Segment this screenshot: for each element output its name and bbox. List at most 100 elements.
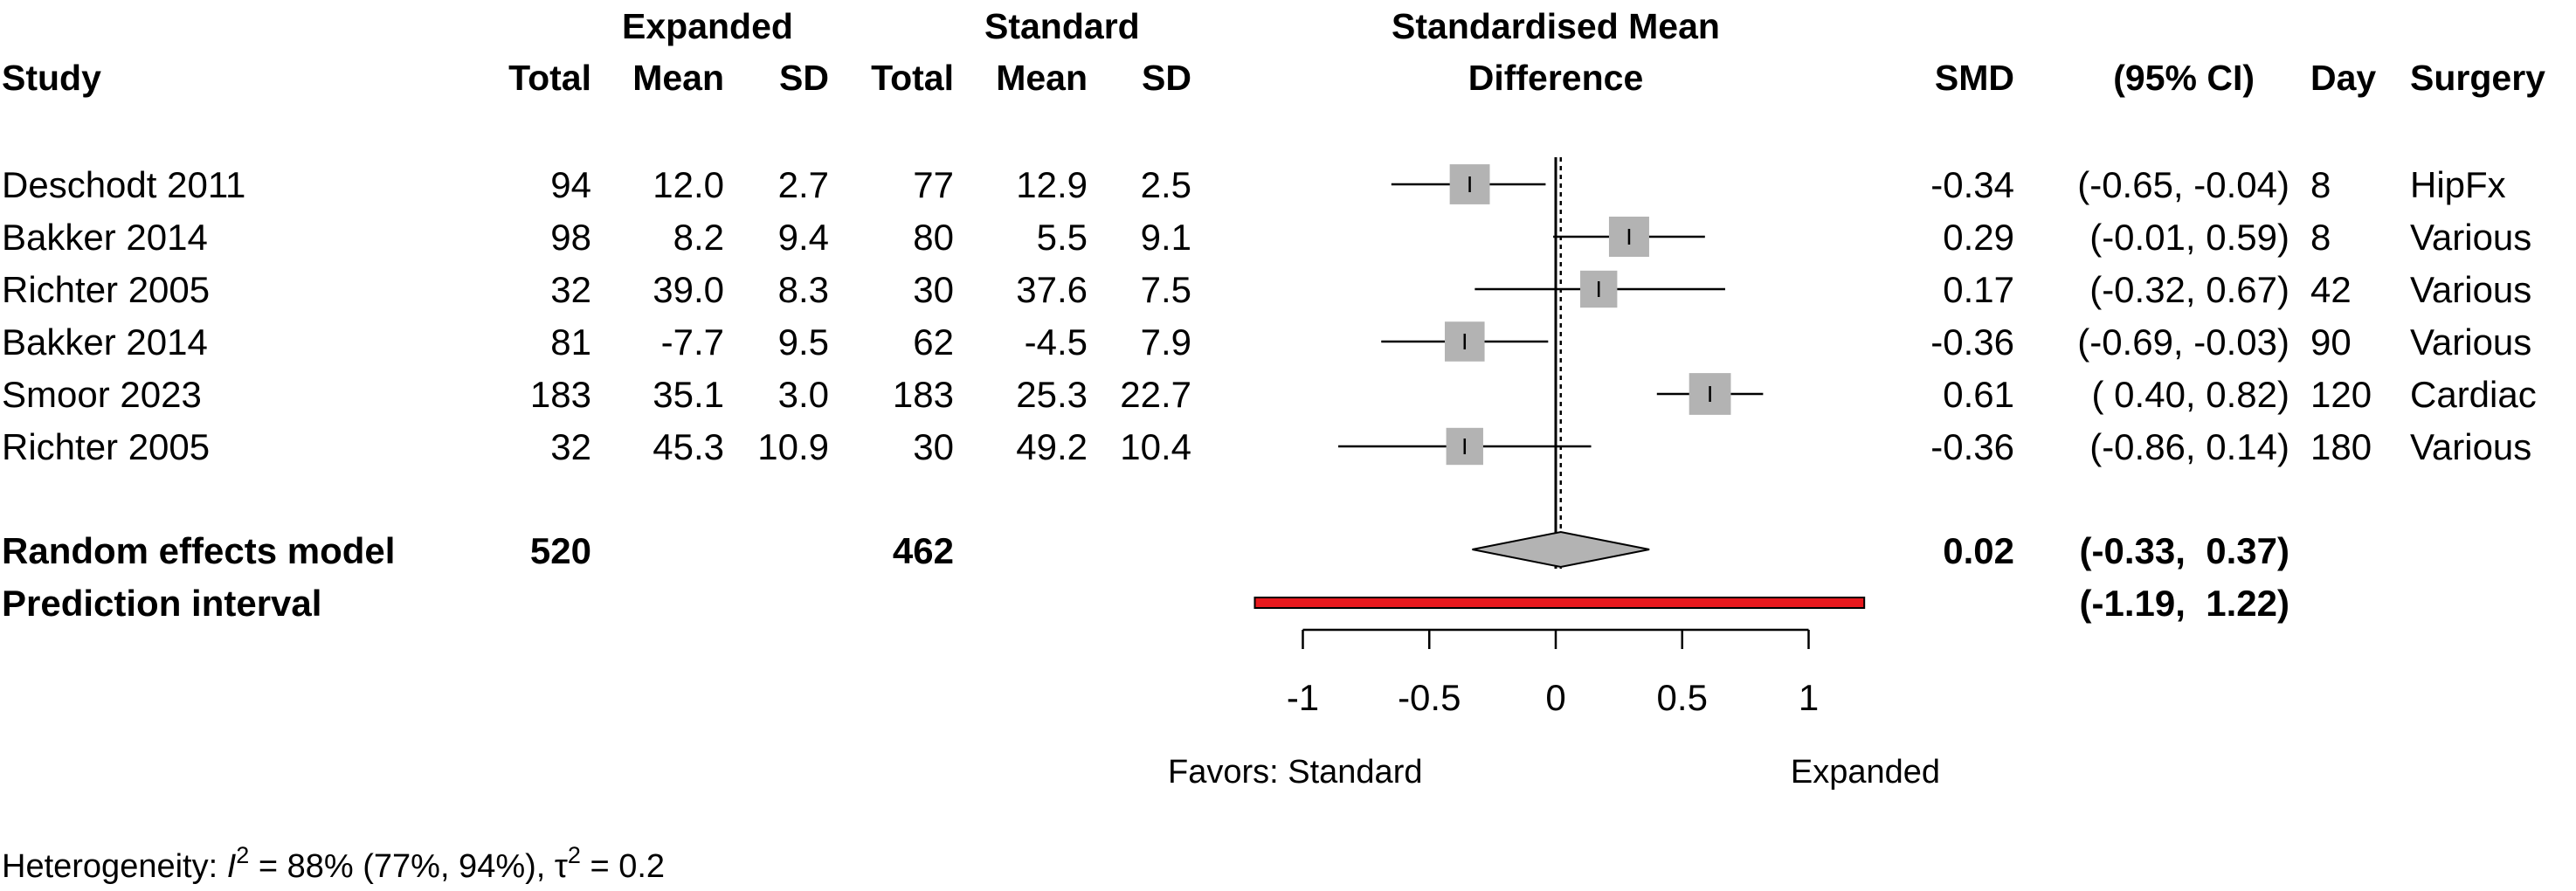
day-value: 8 <box>2310 164 2331 205</box>
header-std-mean: Mean <box>996 58 1088 98</box>
exp-total: 94 <box>550 164 591 205</box>
std-sd: 2.5 <box>1141 164 1191 205</box>
smd-value: -0.34 <box>1930 164 2014 205</box>
surgery-value: HipFx <box>2410 164 2506 205</box>
exp-mean: -7.7 <box>661 321 724 363</box>
pooled-ci: (-0.33, 0.37) <box>2080 530 2289 571</box>
day-value: 120 <box>2310 374 2372 415</box>
std-total: 30 <box>913 269 954 310</box>
exp-sd: 3.0 <box>778 374 829 415</box>
std-total: 80 <box>913 217 954 258</box>
std-sd: 9.1 <box>1141 217 1191 258</box>
x-tick-label: 0.5 <box>1657 677 1708 718</box>
study-row: Richter 2005 32 39.0 8.3 30 37.6 7.5 0.17 (-0.32… <box>2 269 2531 310</box>
study-row: Deschodt 2011 94 12.0 2.7 77 12.9 2.5 -0.34 (-0.… <box>2 164 2506 205</box>
pooled-diamond <box>1472 530 1650 569</box>
surgery-value: Various <box>2410 217 2531 258</box>
prediction-interval-bar <box>1253 597 1866 609</box>
pooled-std-total: 462 <box>893 530 954 571</box>
surgery-value: Various <box>2410 321 2531 363</box>
tau-value: = 0.2 <box>581 848 665 885</box>
prediction-ci: (-1.19, 1.22) <box>2080 583 2289 624</box>
exp-mean: 12.0 <box>653 164 724 205</box>
std-total: 77 <box>913 164 954 205</box>
i2-superscript: 2 <box>236 842 249 868</box>
ci-value: ( 0.40, 0.82) <box>2092 374 2289 415</box>
exp-total: 32 <box>550 269 591 310</box>
std-mean: 12.9 <box>1016 164 1088 205</box>
header-ci: (95% CI) <box>2113 58 2255 98</box>
smd-value: -0.36 <box>1930 426 2014 467</box>
exp-sd: 10.9 <box>757 426 829 467</box>
tau-superscript: 2 <box>568 842 581 868</box>
exp-total: 183 <box>530 374 591 415</box>
std-sd: 22.7 <box>1120 374 1191 415</box>
study-name: Richter 2005 <box>2 426 210 467</box>
exp-total: 81 <box>550 321 591 363</box>
surgery-value: Various <box>2410 269 2531 310</box>
day-value: 90 <box>2310 321 2352 363</box>
std-sd: 7.5 <box>1141 269 1191 310</box>
ci-value: (-0.69, -0.03) <box>2077 321 2289 363</box>
ci-value: (-0.32, 0.67) <box>2089 269 2289 310</box>
x-tick-label: -1 <box>1287 677 1319 718</box>
header-surgery: Surgery <box>2410 58 2545 98</box>
study-row: Smoor 2023 183 35.1 3.0 183 25.3 22.7 0.61 ( 0.4… <box>2 374 2537 415</box>
ci-value: (-0.86, 0.14) <box>2089 426 2289 467</box>
day-value: 8 <box>2310 217 2331 258</box>
tau-symbol: τ <box>555 848 568 885</box>
exp-mean: 39.0 <box>653 269 724 310</box>
i2-value: = 88% (77%, 94%), <box>249 848 555 885</box>
pooled-smd: 0.02 <box>1943 530 2014 571</box>
study-rows: Deschodt 2011 94 12.0 2.7 77 12.9 2.5 -0.34 (-0.… <box>2 164 2537 467</box>
exp-total: 98 <box>550 217 591 258</box>
std-total: 62 <box>913 321 954 363</box>
study-row: Bakker 2014 81 -7.7 9.5 62 -4.5 7.9 -0.36 (-0.69… <box>2 321 2531 363</box>
study-row: Bakker 2014 98 8.2 9.4 80 5.5 9.1 0.29 (-0.01, 0… <box>2 217 2531 258</box>
smd-value: -0.36 <box>1930 321 2014 363</box>
exp-sd: 9.4 <box>778 217 829 258</box>
smd-value: 0.61 <box>1943 374 2014 415</box>
pooled-label: Random effects model <box>2 530 395 571</box>
pooled-exp-total: 520 <box>530 530 591 571</box>
study-name: Bakker 2014 <box>2 217 208 258</box>
std-total: 30 <box>913 426 954 467</box>
plot-area: -1 -0.5 0 0.5 1 <box>1253 157 1866 718</box>
study-name: Bakker 2014 <box>2 321 208 363</box>
exp-sd: 9.5 <box>778 321 829 363</box>
exp-mean: 35.1 <box>653 374 724 415</box>
i2-symbol: I <box>227 848 237 885</box>
ci-value: (-0.65, -0.04) <box>2077 164 2289 205</box>
study-row: Richter 2005 32 45.3 10.9 30 49.2 10.4 -0.36 (-0… <box>2 426 2531 467</box>
surgery-value: Various <box>2410 426 2531 467</box>
std-sd: 7.9 <box>1141 321 1191 363</box>
day-value: 180 <box>2310 426 2372 467</box>
study-name: Smoor 2023 <box>2 374 202 415</box>
header-plot-title-2: Difference <box>1468 58 1644 98</box>
header-expanded: Expanded <box>622 6 793 46</box>
std-total: 183 <box>893 374 954 415</box>
std-mean: -4.5 <box>1025 321 1088 363</box>
ci-value: (-0.01, 0.59) <box>2089 217 2289 258</box>
exp-mean: 45.3 <box>653 426 724 467</box>
header-plot-title-1: Standardised Mean <box>1392 6 1720 46</box>
std-mean: 37.6 <box>1016 269 1088 310</box>
surgery-value: Cardiac <box>2410 374 2537 415</box>
smd-value: 0.17 <box>1943 269 2014 310</box>
exp-mean: 8.2 <box>673 217 724 258</box>
std-mean: 5.5 <box>1037 217 1088 258</box>
header-exp-sd: SD <box>779 58 829 98</box>
header-day: Day <box>2310 58 2376 98</box>
header-smd: SMD <box>1935 58 2014 98</box>
heterogeneity-text: Heterogeneity: I2 = 88% (77%, 94%), τ2 =… <box>2 842 665 885</box>
header-study: Study <box>2 58 101 98</box>
header-exp-mean: Mean <box>632 58 724 98</box>
x-tick-label: 0 <box>1545 677 1565 718</box>
exp-sd: 8.3 <box>778 269 829 310</box>
x-tick-label: -0.5 <box>1398 677 1461 718</box>
heterogeneity-prefix: Heterogeneity: <box>2 848 227 885</box>
exp-sd: 2.7 <box>778 164 829 205</box>
std-mean: 49.2 <box>1016 426 1088 467</box>
prediction-label: Prediction interval <box>2 583 321 624</box>
